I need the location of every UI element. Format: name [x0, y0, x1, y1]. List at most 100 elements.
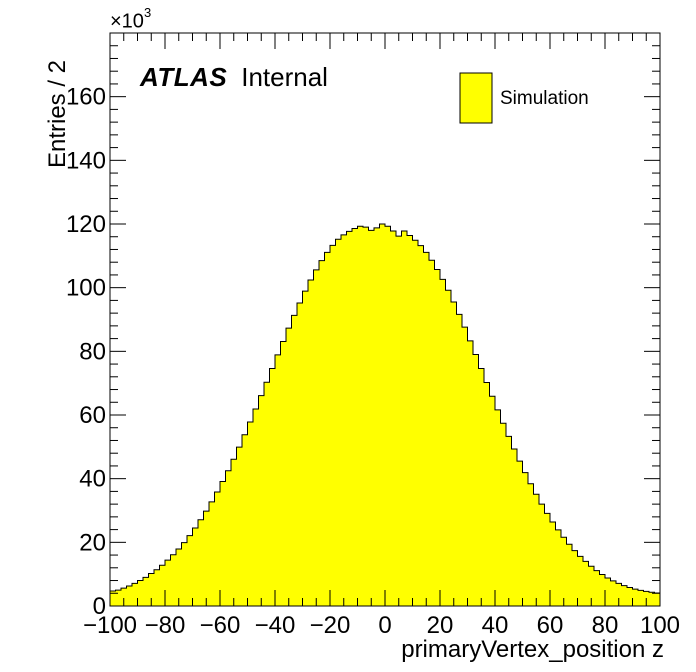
histogram-bar — [445, 290, 452, 606]
x-axis-label: primaryVertex_position z — [401, 636, 664, 663]
histogram-bar — [533, 494, 540, 606]
histogram-bar — [115, 590, 122, 606]
histogram-bar — [621, 585, 628, 606]
histogram-bar — [352, 228, 358, 606]
histogram-bar — [143, 577, 149, 606]
y-tick-label: 40 — [79, 466, 106, 493]
histogram-bar — [231, 459, 237, 606]
histogram-bar — [374, 227, 380, 606]
histogram-bar — [577, 556, 584, 606]
histogram-bar — [489, 396, 496, 606]
histogram-bar — [165, 560, 171, 606]
histogram-bar — [126, 585, 133, 606]
histogram-bar — [583, 561, 589, 606]
histogram-bar — [506, 436, 512, 606]
histogram-bar — [319, 260, 325, 606]
histogram-bar — [616, 583, 622, 606]
histogram-bar — [137, 580, 144, 606]
y-axis-multiplier: ×103 — [110, 5, 152, 33]
histogram-bar — [368, 230, 375, 606]
histogram-bar — [539, 504, 545, 606]
histogram-bar — [429, 260, 435, 606]
histogram-bar — [385, 226, 391, 606]
x-tick-label: −40 — [255, 612, 296, 639]
histogram-bar — [638, 590, 644, 606]
histogram-bar — [192, 528, 199, 606]
x-tick-label: −100 — [83, 612, 137, 639]
histogram-bar — [247, 422, 254, 606]
histogram-bar — [467, 340, 474, 606]
histogram-bar — [181, 542, 188, 606]
x-tick-label: 0 — [378, 612, 391, 639]
histogram-bar — [379, 224, 386, 606]
histogram-bar — [423, 252, 430, 606]
histogram-bar — [654, 592, 661, 606]
atlas-label: ATLAS Internal — [140, 62, 328, 93]
histogram-bar — [154, 569, 160, 606]
histogram-bar — [330, 245, 336, 606]
histogram-bar — [313, 269, 320, 606]
histogram-bar — [456, 314, 463, 606]
histogram-bar — [341, 234, 347, 606]
histogram-bar — [451, 301, 457, 606]
histogram-bar — [346, 231, 353, 607]
histogram-bar — [517, 461, 523, 606]
histogram-bar — [148, 573, 155, 606]
histogram-bar — [473, 354, 479, 606]
histogram-bar — [610, 580, 617, 606]
histogram-bar — [478, 368, 485, 606]
histogram-bar — [203, 511, 210, 606]
y-axis-label: Entries / 2 — [44, 59, 71, 169]
histogram-bar — [159, 565, 166, 606]
histogram-outline — [109, 223, 661, 606]
status-label: Internal — [241, 62, 328, 92]
y-tick-label: 140 — [66, 147, 106, 174]
histogram-bar — [528, 483, 534, 606]
histogram-bar — [484, 382, 490, 606]
histogram-bar — [500, 423, 507, 606]
histogram-bar — [297, 302, 303, 606]
x-tick-label: 80 — [592, 612, 619, 639]
histogram-bar — [187, 535, 193, 606]
x-tick-label: −80 — [145, 612, 186, 639]
histogram-bar — [176, 549, 182, 606]
histogram-bar — [462, 327, 468, 606]
histogram-bar — [291, 315, 298, 606]
histogram-bar — [495, 409, 501, 606]
x-tick-label: 20 — [427, 612, 454, 639]
histogram-bar — [396, 236, 402, 606]
histogram-bar — [594, 570, 600, 606]
histogram-bar — [253, 408, 259, 606]
histogram-bar — [335, 239, 342, 606]
histogram-bar — [572, 550, 578, 606]
y-tick-label: 160 — [66, 84, 106, 111]
histogram-bar — [649, 592, 655, 606]
legend-label-simulation: Simulation — [500, 88, 589, 109]
histogram-bar — [214, 492, 221, 606]
histogram-bar — [225, 470, 232, 606]
histogram-bar — [434, 269, 441, 606]
histogram-bar — [605, 577, 611, 606]
histogram-bar — [544, 513, 551, 606]
histogram-bar — [588, 566, 595, 606]
histogram-bar — [561, 537, 567, 606]
histogram-bar — [418, 245, 424, 606]
x-tick-label: 40 — [482, 612, 509, 639]
histogram-bar — [627, 587, 633, 606]
histogram-bar — [121, 588, 127, 606]
histogram-bar — [220, 481, 226, 606]
y-tick-label: 80 — [79, 338, 106, 365]
histogram-bar — [275, 354, 281, 606]
histogram-bar — [170, 554, 177, 606]
legend-swatch-simulation — [459, 72, 493, 124]
histogram-bar — [555, 529, 562, 606]
histogram-bar — [280, 341, 287, 606]
histogram-bar — [632, 589, 639, 606]
histogram-bar — [132, 583, 138, 606]
y-tick-label: 120 — [66, 211, 106, 238]
x-tick-label: 60 — [537, 612, 564, 639]
histogram-bar — [198, 519, 204, 606]
histogram-bar — [599, 574, 606, 606]
histogram-bar — [302, 291, 309, 606]
